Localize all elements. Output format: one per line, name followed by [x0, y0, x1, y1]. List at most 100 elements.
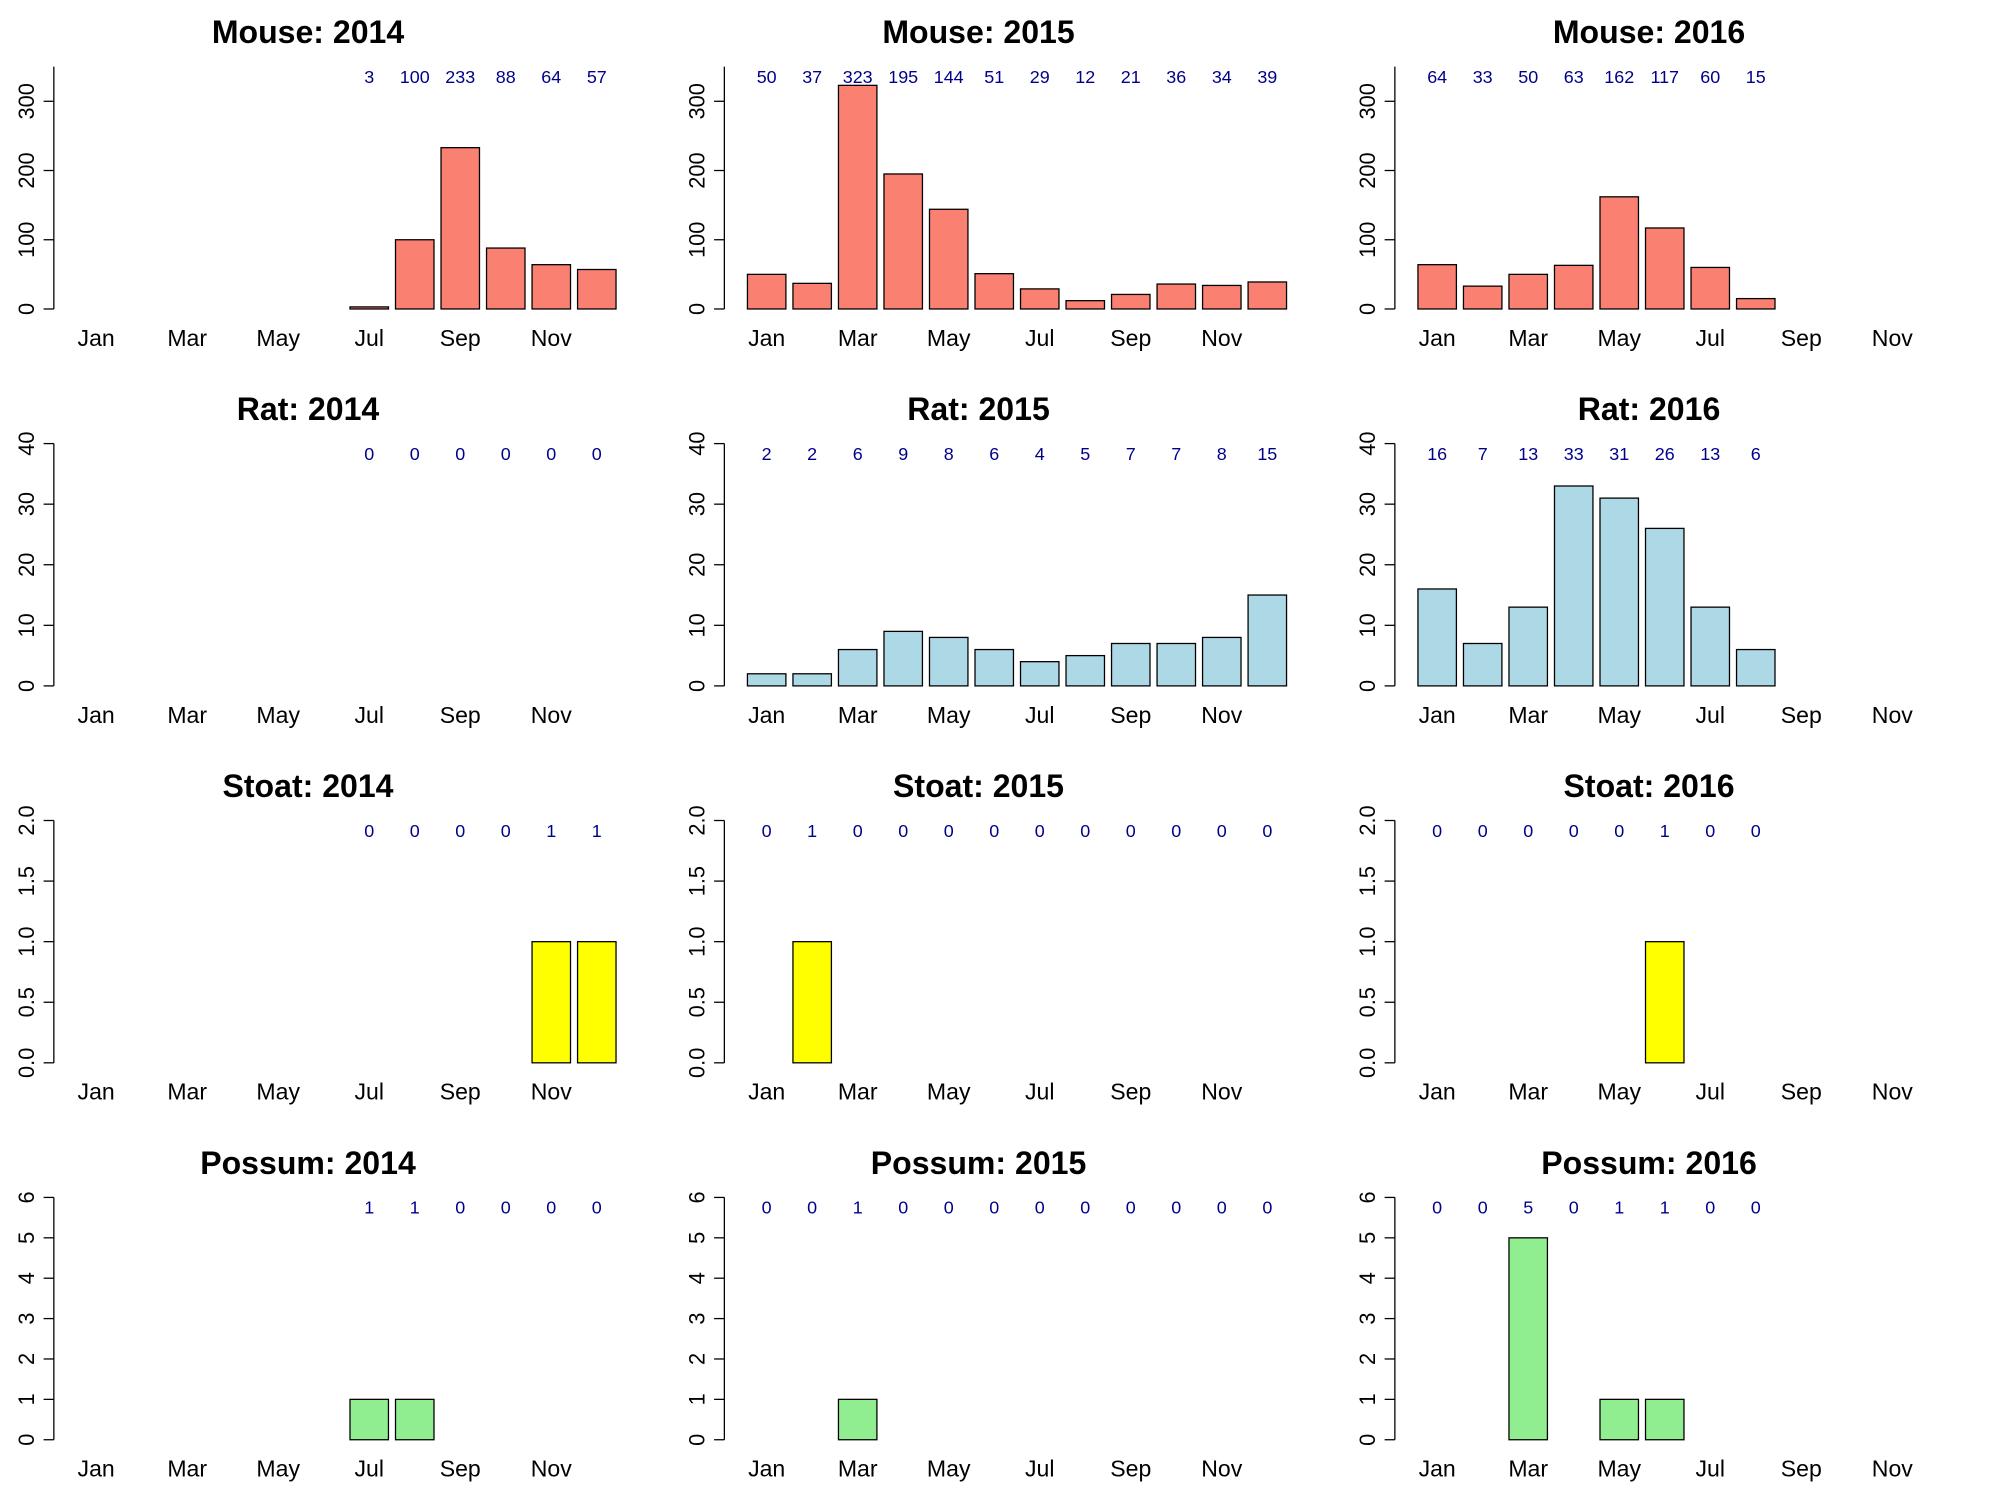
y-tick-label: 3 [1355, 1313, 1380, 1325]
bar [1599, 497, 1640, 687]
data-label: 0 [1126, 1198, 1136, 1218]
y-tick-label: 2.0 [14, 805, 39, 835]
data-label: 4 [1035, 444, 1045, 464]
bar [1644, 527, 1685, 687]
x-tick-label: Sep [440, 1456, 481, 1482]
y-tick-label: 6 [14, 1191, 39, 1203]
data-label: 33 [1564, 444, 1584, 464]
data-label: 15 [1746, 67, 1766, 87]
y-tick-label: 0 [684, 680, 709, 692]
bar [1201, 636, 1242, 687]
data-label: 1 [807, 821, 817, 841]
data-label: 0 [1751, 1198, 1761, 1218]
y-tick-label: 0 [14, 1434, 39, 1446]
data-label: 0 [898, 1198, 908, 1218]
bar [394, 1398, 435, 1441]
y-tick-label: 300 [684, 83, 709, 119]
data-label: 1 [364, 1198, 374, 1218]
y-tick-label: 10 [1355, 613, 1380, 637]
x-tick-label: May [256, 702, 300, 728]
data-label: 2 [807, 444, 817, 464]
bar [1508, 606, 1549, 687]
data-label: 0 [546, 1198, 556, 1218]
data-label: 88 [496, 67, 516, 87]
x-tick-label: May [1597, 702, 1641, 728]
data-label: 51 [984, 67, 1004, 87]
x-tick-label: Nov [531, 1079, 572, 1105]
y-tick-label: 0.5 [1355, 987, 1380, 1017]
bar [792, 282, 833, 310]
data-label: 3 [364, 67, 374, 87]
data-label: 31 [1609, 444, 1629, 464]
x-tick-label: Jul [1025, 1456, 1054, 1482]
y-tick-label: 1 [1355, 1393, 1380, 1405]
data-label: 6 [853, 444, 863, 464]
x-tick-label: Jan [748, 325, 785, 351]
data-label: 0 [1171, 1198, 1181, 1218]
bar [576, 941, 617, 1064]
bar [440, 147, 481, 310]
data-label: 64 [541, 67, 561, 87]
y-tick-label: 4 [14, 1272, 39, 1284]
x-tick-label: Jul [1696, 702, 1725, 728]
x-tick-label: May [927, 1456, 971, 1482]
y-tick-label: 5 [684, 1232, 709, 1244]
chart-title: Possum: 2016 [1541, 1145, 1757, 1181]
data-label: 57 [587, 67, 607, 87]
data-label: 15 [1257, 444, 1277, 464]
x-tick-label: May [927, 702, 971, 728]
bar [792, 673, 833, 687]
bar [1247, 594, 1288, 687]
y-tick-label: 4 [684, 1272, 709, 1284]
data-label: 0 [989, 821, 999, 841]
y-tick-label: 1.5 [684, 866, 709, 896]
x-tick-label: Sep [440, 325, 481, 351]
data-label: 0 [989, 1198, 999, 1218]
bar [394, 239, 435, 310]
x-tick-label: Mar [1508, 1456, 1548, 1482]
bar [1644, 941, 1685, 1064]
bar [1644, 227, 1685, 310]
chart-title: Stoat: 2016 [1564, 768, 1735, 804]
data-label: 0 [592, 444, 602, 464]
data-label: 8 [944, 444, 954, 464]
data-label: 8 [1217, 444, 1227, 464]
data-label: 60 [1700, 67, 1720, 87]
x-tick-label: May [1597, 325, 1641, 351]
data-label: 0 [1035, 1198, 1045, 1218]
bar [349, 1398, 390, 1441]
x-tick-label: Mar [167, 1456, 207, 1482]
bar [746, 273, 787, 310]
bar [1417, 588, 1458, 687]
data-label: 0 [455, 821, 465, 841]
data-label: 26 [1655, 444, 1675, 464]
bar [1599, 1398, 1640, 1441]
x-tick-label: Jul [1025, 325, 1054, 351]
data-label: 6 [989, 444, 999, 464]
data-label: 0 [1705, 821, 1715, 841]
bar [1065, 654, 1106, 687]
x-tick-label: Nov [1201, 325, 1242, 351]
data-label: 144 [934, 67, 964, 87]
x-tick-label: Nov [1872, 325, 1913, 351]
bar [792, 941, 833, 1064]
bar [1417, 264, 1458, 310]
bar [1110, 293, 1151, 310]
bar [1735, 648, 1776, 687]
data-label: 0 [1171, 821, 1181, 841]
y-tick-label: 10 [14, 613, 39, 637]
x-tick-label: Sep [440, 1079, 481, 1105]
data-label: 0 [592, 1198, 602, 1218]
chart-title: Stoat: 2014 [223, 768, 394, 804]
data-label: 64 [1427, 67, 1447, 87]
data-label: 63 [1564, 67, 1584, 87]
bar [576, 268, 617, 310]
y-tick-label: 200 [1355, 152, 1380, 188]
data-label: 0 [1217, 1198, 1227, 1218]
data-label: 1 [1660, 821, 1670, 841]
data-label: 0 [1569, 821, 1579, 841]
y-tick-label: 2.0 [684, 805, 709, 835]
data-label: 39 [1257, 67, 1277, 87]
bar [1690, 266, 1731, 310]
